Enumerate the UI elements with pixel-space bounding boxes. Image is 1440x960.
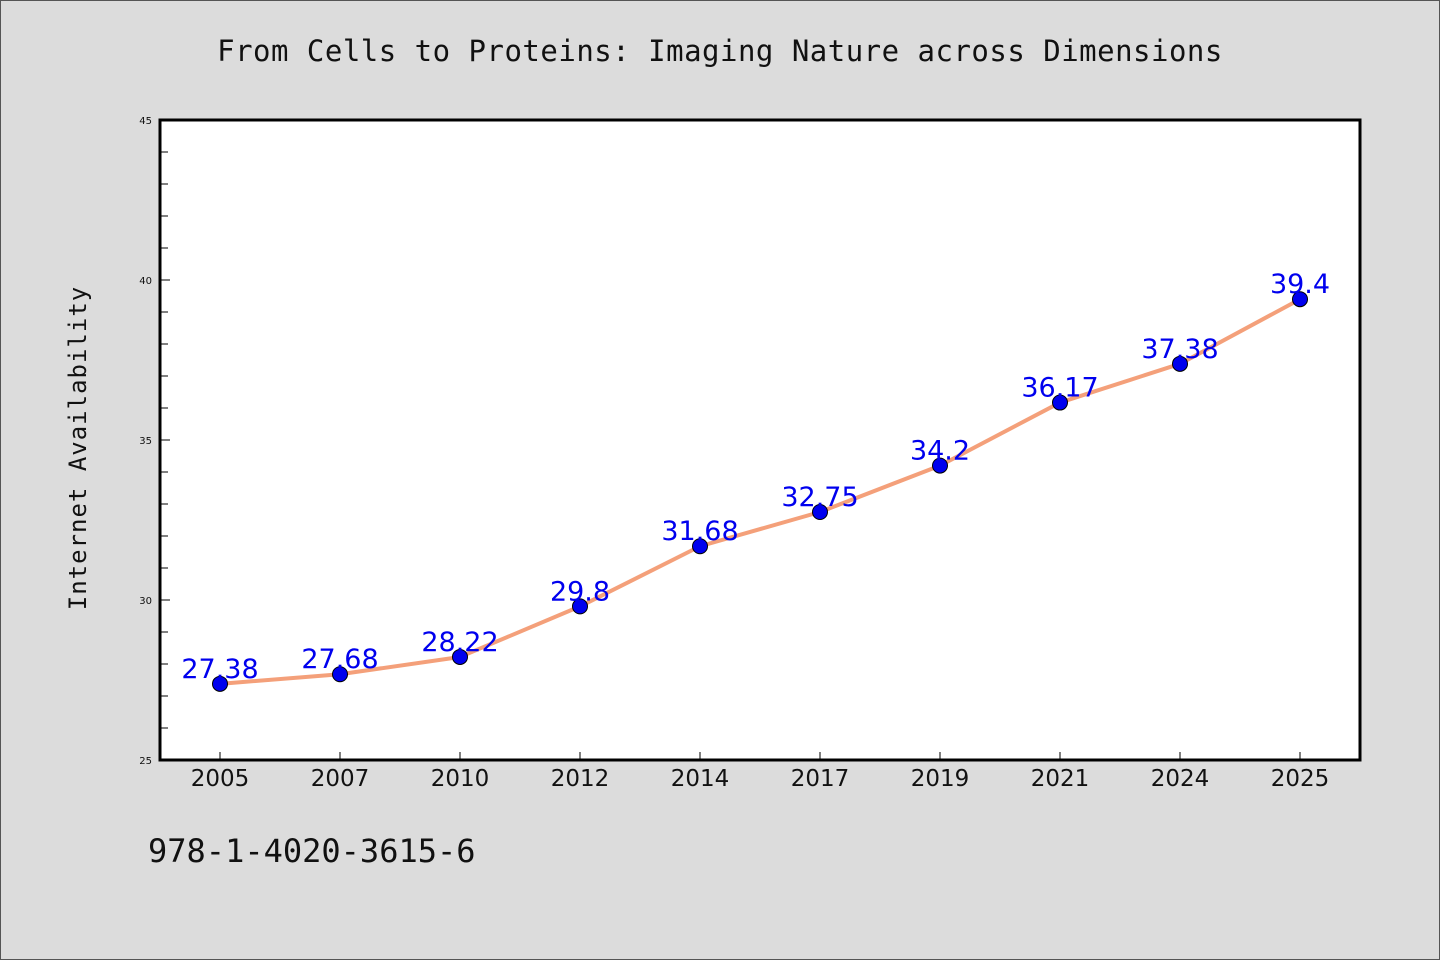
- x-tick-label: 2021: [1031, 766, 1090, 792]
- data-point: [452, 648, 468, 665]
- y-tick-label: 40: [139, 276, 152, 287]
- data-label: 37.38: [1141, 334, 1218, 365]
- data-label: 32.75: [781, 482, 858, 513]
- data-point: [1172, 355, 1188, 372]
- x-tick-label: 2025: [1271, 766, 1330, 792]
- data-point: [812, 504, 828, 520]
- x-tick-label: 2005: [191, 766, 250, 792]
- data-point: [932, 457, 948, 474]
- data-label: 34.2: [910, 436, 970, 467]
- y-tick-label: 45: [139, 116, 152, 127]
- series-line: [218, 297, 1302, 686]
- data-label: 27.38: [181, 654, 258, 685]
- data-label: 29.8: [550, 576, 610, 607]
- x-tick-label: 2010: [431, 766, 490, 792]
- x-tick-label: 2024: [1151, 766, 1210, 792]
- y-tick-label: 30: [139, 596, 152, 607]
- data-point: [1052, 394, 1068, 411]
- x-tick-label: 2019: [911, 766, 970, 792]
- data-point: [332, 666, 348, 683]
- data-label: 27.68: [301, 644, 378, 675]
- series-line-group: [218, 297, 1302, 686]
- plot-area: [158, 118, 1362, 762]
- x-tick-label: 2017: [791, 766, 850, 792]
- data-label: 31.68: [661, 516, 738, 547]
- data-point: [572, 598, 588, 615]
- data-label: 39.4: [1270, 269, 1330, 300]
- data-label: 28.22: [421, 627, 498, 658]
- y-axis: 25 30 35 40 45: [139, 116, 170, 767]
- x-tick-label: 2012: [551, 766, 610, 792]
- data-labels-group: 27.38 27.68 28.22 29.8 31.68 32.75 34.2 36.17 37…: [181, 269, 1330, 685]
- data-label: 36.17: [1021, 373, 1098, 404]
- chart-title: From Cells to Proteins: Imaging Nature a…: [217, 34, 1223, 68]
- footer-code: 978-1-4020-3615-6: [148, 832, 476, 870]
- y-tick-label: 35: [139, 436, 152, 447]
- markers-group: [212, 291, 1308, 692]
- x-axis: 2005 2007 2010 2012 2014 2017 2019 2021 2024 2025: [191, 752, 1330, 792]
- data-point: [1292, 291, 1308, 308]
- data-point: [692, 538, 708, 555]
- y-axis-label: Internet Availability: [64, 286, 92, 610]
- x-tick-label: 2014: [671, 766, 730, 792]
- data-point: [212, 675, 228, 692]
- y-tick-label: 25: [139, 756, 152, 767]
- x-tick-label: 2007: [311, 766, 370, 792]
